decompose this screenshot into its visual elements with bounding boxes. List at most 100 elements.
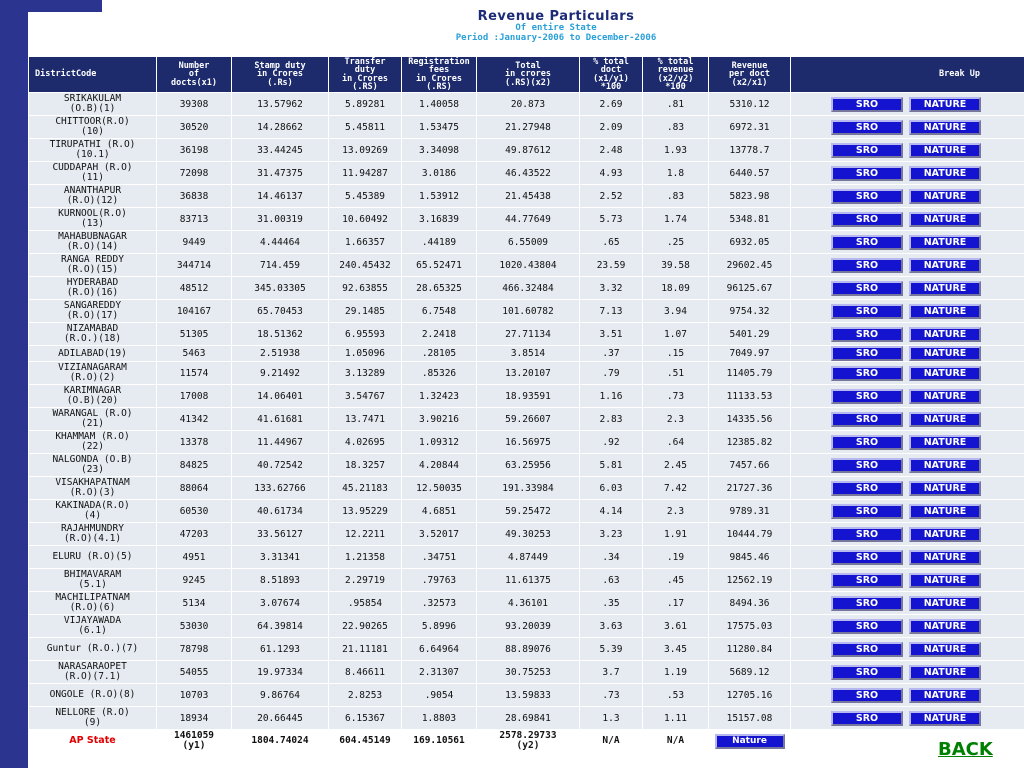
- nature-button[interactable]: NATURE: [909, 549, 981, 565]
- nature-button[interactable]: NATURE: [909, 503, 981, 519]
- district-cell: MACHILIPATNAM (R.O)(6): [28, 591, 157, 615]
- sro-button[interactable]: SRO: [831, 687, 903, 703]
- revenue-per-doct-cell: 5401.29: [708, 322, 791, 346]
- sro-button[interactable]: SRO: [831, 480, 903, 496]
- nature-button[interactable]: NATURE: [909, 388, 981, 404]
- pct-doct-cell: .35: [579, 591, 643, 615]
- nature-button[interactable]: NATURE: [909, 572, 981, 588]
- sro-button[interactable]: SRO: [831, 641, 903, 657]
- sro-button[interactable]: SRO: [831, 526, 903, 542]
- stamp-duty-cell: 19.97334: [231, 660, 329, 684]
- break-up-cell: SRO NATURE: [790, 384, 1024, 408]
- sro-button[interactable]: SRO: [831, 211, 903, 227]
- nature-button[interactable]: NATURE: [909, 188, 981, 204]
- nature-button[interactable]: NATURE: [909, 165, 981, 181]
- sro-button[interactable]: SRO: [831, 346, 903, 361]
- nature-button[interactable]: NATURE: [909, 710, 981, 726]
- nature-button[interactable]: NATURE: [909, 96, 981, 112]
- stamp-duty-cell: 8.51893: [231, 568, 329, 592]
- district-cell: ONGOLE (R.O)(8): [28, 683, 157, 707]
- nature-button[interactable]: NATURE: [909, 434, 981, 450]
- sro-button[interactable]: SRO: [831, 595, 903, 611]
- stamp-duty-cell: 133.62766: [231, 476, 329, 500]
- registration-fees-cell: .85326: [401, 361, 477, 385]
- transfer-duty-cell: 13.95229: [328, 499, 402, 523]
- nature-button[interactable]: NATURE: [909, 211, 981, 227]
- sro-button[interactable]: SRO: [831, 188, 903, 204]
- docs-cell: 18934: [156, 706, 232, 730]
- nature-button[interactable]: NATURE: [909, 411, 981, 427]
- table-row: SRIKAKULAM (O.B)(1) 39308 13.57962 5.89281 1…: [28, 92, 1024, 116]
- sro-button[interactable]: SRO: [831, 326, 903, 342]
- pct-doct-cell: 3.51: [579, 322, 643, 346]
- pct-doct-cell: 3.23: [579, 522, 643, 546]
- sro-button[interactable]: SRO: [831, 165, 903, 181]
- transfer-duty-cell: 3.13289: [328, 361, 402, 385]
- sro-button[interactable]: SRO: [831, 119, 903, 135]
- total-row: AP State 1461059 (y1) 1804.74024 604.45149 1…: [28, 729, 1024, 753]
- back-link[interactable]: BACK: [938, 739, 993, 760]
- break-up-cell: SRO NATURE: [790, 92, 1024, 116]
- sro-button[interactable]: SRO: [831, 234, 903, 250]
- pct-doct-cell: 4.14: [579, 499, 643, 523]
- stamp-duty-cell: 9.86764: [231, 683, 329, 707]
- docs-cell: 41342: [156, 407, 232, 431]
- docs-cell: 53030: [156, 614, 232, 638]
- nature-button[interactable]: NATURE: [909, 119, 981, 135]
- total-cell: 20.873: [476, 92, 580, 116]
- district-cell: ADILABAD(19): [28, 345, 157, 362]
- nature-button[interactable]: NATURE: [909, 142, 981, 158]
- nature-button[interactable]: NATURE: [909, 480, 981, 496]
- registration-fees-cell: 12.50035: [401, 476, 477, 500]
- nature-button[interactable]: NATURE: [909, 365, 981, 381]
- sro-button[interactable]: SRO: [831, 549, 903, 565]
- transfer-duty-cell: 11.94287: [328, 161, 402, 185]
- sro-button[interactable]: SRO: [831, 96, 903, 112]
- sro-button[interactable]: SRO: [831, 572, 903, 588]
- nature-button[interactable]: NATURE: [909, 687, 981, 703]
- docs-cell: 51305: [156, 322, 232, 346]
- state-nature-button[interactable]: Nature: [714, 733, 785, 749]
- pct-doct-cell: .63: [579, 568, 643, 592]
- nature-button[interactable]: NATURE: [909, 526, 981, 542]
- nature-button[interactable]: NATURE: [909, 257, 981, 273]
- nature-button[interactable]: NATURE: [909, 303, 981, 319]
- revenue-per-doct-cell: 6972.31: [708, 115, 791, 139]
- revenue-per-doct-cell: 5689.12: [708, 660, 791, 684]
- nature-button[interactable]: NATURE: [909, 595, 981, 611]
- docs-cell: 36838: [156, 184, 232, 208]
- nature-button[interactable]: NATURE: [909, 641, 981, 657]
- sro-button[interactable]: SRO: [831, 618, 903, 634]
- total-docs-cell: 1461059 (y1): [156, 729, 232, 753]
- sro-button[interactable]: SRO: [831, 434, 903, 450]
- district-cell: VIZIANAGARAM (R.O)(2): [28, 361, 157, 385]
- nature-button[interactable]: NATURE: [909, 457, 981, 473]
- sro-button[interactable]: SRO: [831, 710, 903, 726]
- revenue-per-doct-cell: 6440.57: [708, 161, 791, 185]
- sro-button[interactable]: SRO: [831, 280, 903, 296]
- transfer-duty-cell: 29.1485: [328, 299, 402, 323]
- sro-button[interactable]: SRO: [831, 457, 903, 473]
- nature-button[interactable]: NATURE: [909, 326, 981, 342]
- sro-button[interactable]: SRO: [831, 365, 903, 381]
- revenue-per-doct-cell: 9789.31: [708, 499, 791, 523]
- transfer-duty-cell: 240.45432: [328, 253, 402, 277]
- break-up-cell: SRO NATURE: [790, 453, 1024, 477]
- registration-fees-cell: 1.8803: [401, 706, 477, 730]
- nature-button[interactable]: NATURE: [909, 280, 981, 296]
- transfer-duty-cell: 1.66357: [328, 230, 402, 254]
- sro-button[interactable]: SRO: [831, 411, 903, 427]
- sro-button[interactable]: SRO: [831, 257, 903, 273]
- sro-button[interactable]: SRO: [831, 664, 903, 680]
- sro-button[interactable]: SRO: [831, 503, 903, 519]
- sro-button[interactable]: SRO: [831, 303, 903, 319]
- total-cell: 49.30253: [476, 522, 580, 546]
- transfer-duty-cell: 13.09269: [328, 138, 402, 162]
- sro-button[interactable]: SRO: [831, 142, 903, 158]
- nature-button[interactable]: NATURE: [909, 346, 981, 361]
- district-cell: BHIMAVARAM (5.1): [28, 568, 157, 592]
- nature-button[interactable]: NATURE: [909, 618, 981, 634]
- nature-button[interactable]: NATURE: [909, 234, 981, 250]
- nature-button[interactable]: NATURE: [909, 664, 981, 680]
- sro-button[interactable]: SRO: [831, 388, 903, 404]
